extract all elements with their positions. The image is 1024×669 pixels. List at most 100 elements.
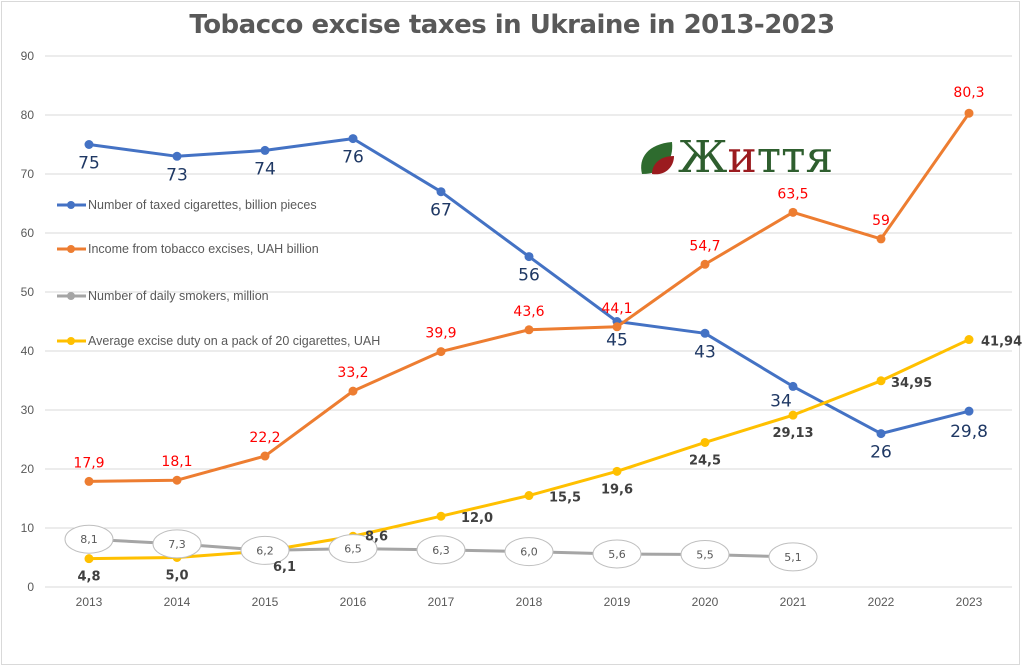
data-label: 73 bbox=[166, 165, 188, 185]
data-label-bubble bbox=[504, 537, 554, 567]
data-label: 6,1 bbox=[273, 560, 296, 575]
data-point bbox=[436, 347, 446, 357]
data-point bbox=[876, 376, 886, 386]
x-tick-label: 2018 bbox=[516, 595, 543, 609]
data-point bbox=[348, 386, 358, 396]
data-point bbox=[788, 410, 798, 420]
data-label: 43,6 bbox=[513, 304, 544, 320]
logo-text-suffix: ття bbox=[757, 132, 833, 183]
data-label: 75 bbox=[78, 154, 100, 174]
data-label-bubble bbox=[416, 535, 466, 565]
data-label: 44,1 bbox=[601, 301, 632, 317]
y-tick-label: 60 bbox=[21, 226, 35, 240]
x-tick-label: 2016 bbox=[340, 595, 367, 609]
data-label: 43 bbox=[694, 342, 716, 362]
logo-red-leaf-icon bbox=[652, 156, 674, 175]
data-point bbox=[700, 437, 710, 447]
data-label: 6,0 bbox=[520, 546, 538, 559]
y-tick-label: 30 bbox=[21, 403, 35, 417]
data-label: 59 bbox=[872, 213, 890, 229]
data-point bbox=[788, 381, 798, 391]
data-label: 6,2 bbox=[256, 544, 274, 557]
chart-title: Tobacco excise taxes in Ukraine in 2013-… bbox=[189, 10, 835, 40]
legend-marker-icon bbox=[67, 201, 75, 209]
legend-marker-icon bbox=[67, 337, 75, 345]
data-label-bubble bbox=[328, 534, 378, 564]
data-point bbox=[260, 451, 270, 461]
data-label: 67 bbox=[430, 201, 452, 221]
data-point bbox=[964, 335, 974, 345]
legend-entry: Income from tobacco excises, UAH billion bbox=[88, 242, 319, 256]
data-label: 8,1 bbox=[80, 533, 98, 546]
data-point bbox=[876, 234, 886, 244]
data-label: 45 bbox=[606, 331, 628, 351]
data-point bbox=[612, 466, 622, 476]
data-point bbox=[524, 252, 534, 262]
data-label: 5,5 bbox=[696, 549, 714, 562]
data-label: 29,8 bbox=[950, 422, 988, 442]
data-point bbox=[788, 207, 798, 217]
data-label: 17,9 bbox=[73, 455, 104, 471]
data-label: 12,0 bbox=[461, 511, 493, 526]
data-label: 29,13 bbox=[772, 426, 813, 441]
logo-text-red: и bbox=[727, 132, 756, 183]
data-label-bubble bbox=[592, 539, 642, 569]
data-label: 26 bbox=[870, 443, 892, 463]
data-point bbox=[700, 328, 710, 338]
data-point bbox=[964, 108, 974, 118]
data-labels: 75 73 74 76 67 56 45 43 34 26 29,8 17,9 18,1 22,2 33,2… bbox=[64, 85, 1022, 585]
series-lines bbox=[84, 108, 974, 564]
data-point bbox=[172, 151, 182, 161]
x-tick-label: 2013 bbox=[76, 595, 103, 609]
data-point bbox=[84, 140, 94, 149]
data-point bbox=[172, 475, 182, 485]
y-tick-label: 50 bbox=[21, 285, 35, 299]
data-label: 54,7 bbox=[689, 238, 720, 254]
y-tick-label: 40 bbox=[21, 344, 35, 358]
data-label: 74 bbox=[254, 159, 276, 179]
data-label-bubble bbox=[240, 535, 290, 565]
legend-marker-icon bbox=[67, 245, 75, 253]
data-point bbox=[964, 406, 974, 416]
gridlines bbox=[45, 55, 1012, 588]
data-label: 34 bbox=[770, 391, 792, 411]
data-label: 6,5 bbox=[344, 543, 362, 556]
x-tick-label: 2017 bbox=[428, 595, 455, 609]
data-label: 5,6 bbox=[608, 548, 626, 561]
data-label-bubble bbox=[680, 540, 730, 570]
data-label: 56 bbox=[518, 266, 540, 286]
data-label-bubble bbox=[768, 542, 818, 572]
data-label: 15,5 bbox=[549, 491, 581, 506]
data-point bbox=[84, 554, 94, 564]
data-label: 39,9 bbox=[425, 326, 456, 342]
x-tick-label: 2023 bbox=[956, 595, 983, 609]
data-label: 18,1 bbox=[161, 454, 192, 470]
data-label: 5,0 bbox=[165, 569, 188, 584]
y-tick-label: 0 bbox=[27, 580, 34, 594]
x-tick-label: 2014 bbox=[164, 595, 191, 609]
data-label: 41,94 bbox=[981, 335, 1022, 350]
logo-text-prefix: Ж bbox=[678, 132, 727, 183]
data-label: 76 bbox=[342, 148, 364, 168]
zhyttia-logo: Життя bbox=[641, 132, 833, 183]
data-label-bubble bbox=[152, 529, 202, 559]
data-point bbox=[84, 476, 94, 486]
data-label: 4,8 bbox=[77, 570, 100, 585]
data-label: 5,1 bbox=[784, 551, 802, 564]
data-point bbox=[524, 491, 534, 501]
data-label: 6,3 bbox=[432, 544, 450, 557]
x-tick-label: 2019 bbox=[604, 595, 631, 609]
data-label-bubble bbox=[64, 524, 114, 554]
y-tick-label: 80 bbox=[21, 108, 35, 122]
data-label: 24,5 bbox=[689, 453, 721, 468]
x-tick-label: 2015 bbox=[252, 595, 279, 609]
y-tick-label: 90 bbox=[21, 49, 35, 63]
data-label: 33,2 bbox=[337, 365, 368, 381]
data-label: 80,3 bbox=[953, 85, 984, 101]
data-point bbox=[348, 134, 358, 144]
data-point bbox=[524, 325, 534, 335]
series-line bbox=[88, 137, 970, 436]
legend-marker-icon bbox=[67, 292, 75, 300]
legend-entry: Average excise duty on a pack of 20 ciga… bbox=[88, 334, 380, 348]
